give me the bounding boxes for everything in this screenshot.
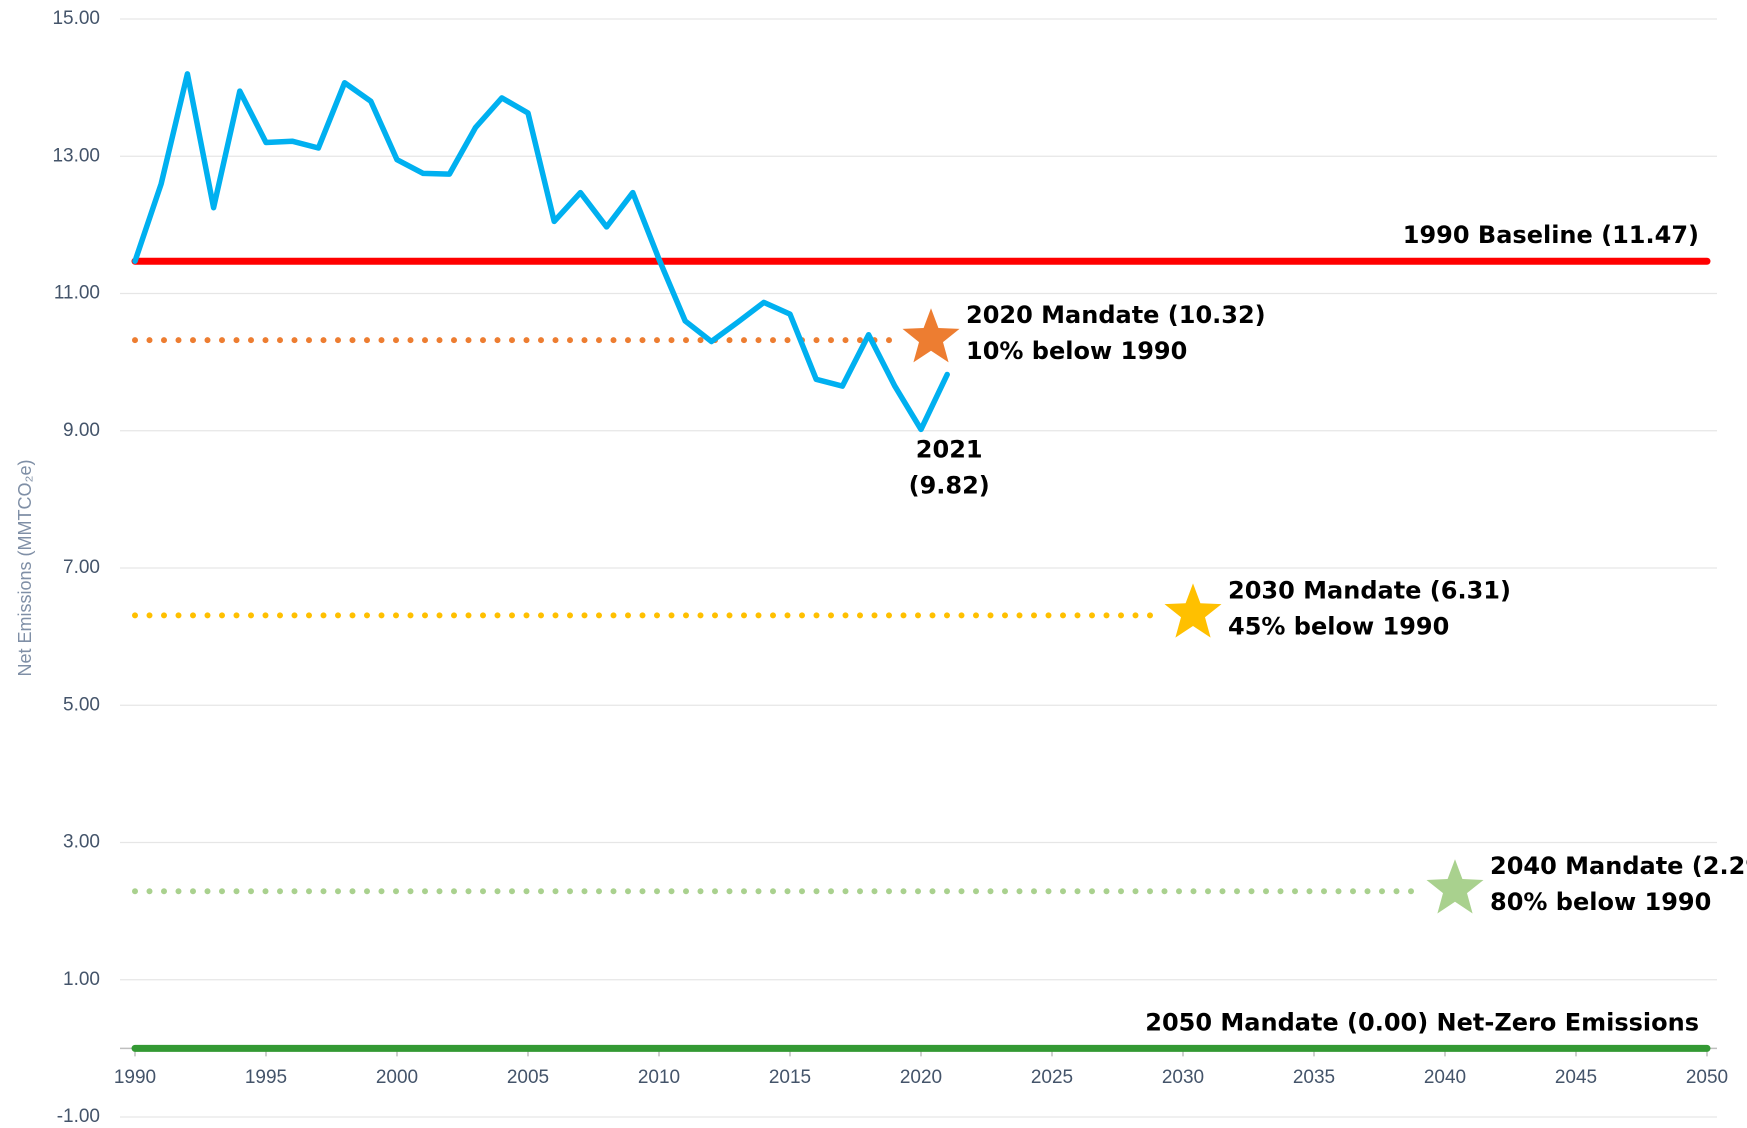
target-star — [902, 308, 960, 363]
x-tick-label: 2030 — [1162, 1067, 1204, 1088]
y-tick-label: 11.00 — [54, 283, 100, 304]
target-star — [1164, 583, 1222, 638]
y-tick-label: 7.00 — [63, 557, 100, 578]
target-star — [1426, 859, 1484, 914]
x-tick-label: 2050 — [1686, 1067, 1728, 1088]
x-tick-label: 2045 — [1555, 1067, 1597, 1088]
target-sublabel: 10% below 1990 — [966, 337, 1187, 365]
x-tick-label: 2025 — [1031, 1067, 1073, 1088]
target-sublabel: 45% below 1990 — [1228, 612, 1449, 640]
x-tick-label: 2035 — [1293, 1067, 1335, 1088]
y-tick-label: 15.00 — [52, 8, 100, 29]
target-label: 2030 Mandate (6.31) — [1228, 576, 1511, 604]
target-sublabel: 80% below 1990 — [1490, 888, 1711, 916]
point-annotation: 2021 — [916, 435, 983, 463]
y-tick-label: 1.00 — [63, 969, 100, 990]
emissions-line — [132, 71, 950, 433]
y-tick-label: -1.00 — [57, 1106, 100, 1127]
target-label: 2040 Mandate (2.29) — [1490, 852, 1747, 880]
point-annotation: (9.82) — [909, 471, 990, 499]
y-tick-label: 3.00 — [63, 832, 100, 853]
x-tick-label: 2005 — [507, 1067, 549, 1088]
x-tick-label: 1995 — [245, 1067, 287, 1088]
y-tick-label: 5.00 — [63, 694, 100, 715]
y-axis-label: Net Emissions (MMTCO₂e) — [15, 459, 35, 676]
y-tick-label: 13.00 — [52, 145, 100, 166]
reference-label: 2050 Mandate (0.00) Net-Zero Emissions — [1145, 1008, 1699, 1036]
y-tick-label: 9.00 — [63, 420, 100, 441]
x-tick-label: 2010 — [638, 1067, 680, 1088]
x-tick-label: 2015 — [769, 1067, 811, 1088]
x-tick-label: 2000 — [376, 1067, 418, 1088]
x-tick-label: 2040 — [1424, 1067, 1466, 1088]
x-tick-label: 2020 — [900, 1067, 942, 1088]
target-label: 2020 Mandate (10.32) — [966, 301, 1266, 329]
reference-label: 1990 Baseline (11.47) — [1403, 221, 1699, 249]
x-tick-label: 1990 — [114, 1067, 156, 1088]
